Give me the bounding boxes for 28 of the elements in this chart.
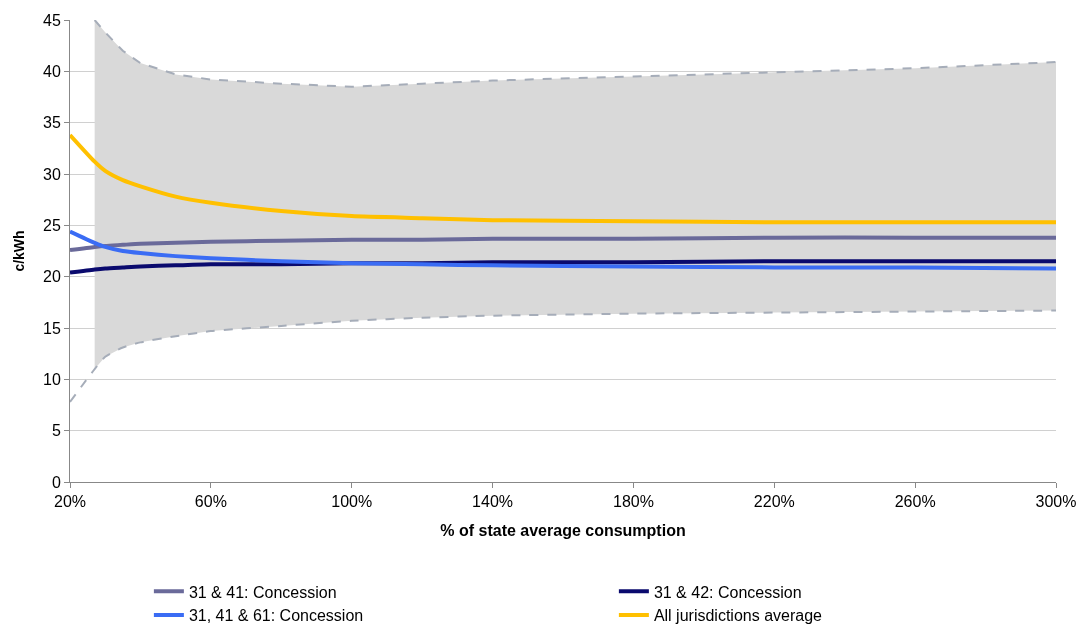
legend-label: 31, 41 & 61: Concession bbox=[188, 607, 364, 625]
line-series bbox=[70, 132, 1056, 225]
x-tick-label: 60% bbox=[194, 493, 227, 511]
x-tick-label: 140% bbox=[472, 493, 514, 511]
x-tick-label: 260% bbox=[894, 493, 936, 511]
legend-label: 31 & 41: Concession bbox=[188, 583, 337, 601]
x-tick-label: 300% bbox=[1035, 493, 1077, 511]
x-tick-label: 180% bbox=[612, 493, 654, 511]
y-tick-label: 35 bbox=[43, 114, 61, 132]
line-series bbox=[70, 229, 1056, 271]
x-tick-label: 20% bbox=[53, 493, 87, 511]
x-tick-label: 100% bbox=[331, 493, 373, 511]
y-tick-label: 45 bbox=[43, 11, 61, 29]
legend-label: 31 & 42: Concession bbox=[653, 583, 802, 601]
x-axis-title: % of state average consumption bbox=[440, 521, 686, 539]
y-tick-label: 30 bbox=[43, 165, 61, 183]
y-tick-label: 25 bbox=[43, 216, 61, 234]
y-tick-label: 10 bbox=[43, 370, 61, 388]
y-tick-label: 5 bbox=[51, 422, 61, 440]
y-tick-label: 40 bbox=[43, 62, 61, 80]
line-series bbox=[70, 309, 1056, 403]
y-tick-label: 0 bbox=[51, 473, 61, 491]
line-series bbox=[70, 235, 1056, 252]
y-axis-title: c/kWh bbox=[10, 230, 27, 272]
y-tick-label: 20 bbox=[43, 268, 61, 286]
y-tick-label: 15 bbox=[43, 319, 61, 337]
legend-label: All jurisdictions average bbox=[653, 607, 823, 625]
x-tick-label: 220% bbox=[753, 493, 795, 511]
